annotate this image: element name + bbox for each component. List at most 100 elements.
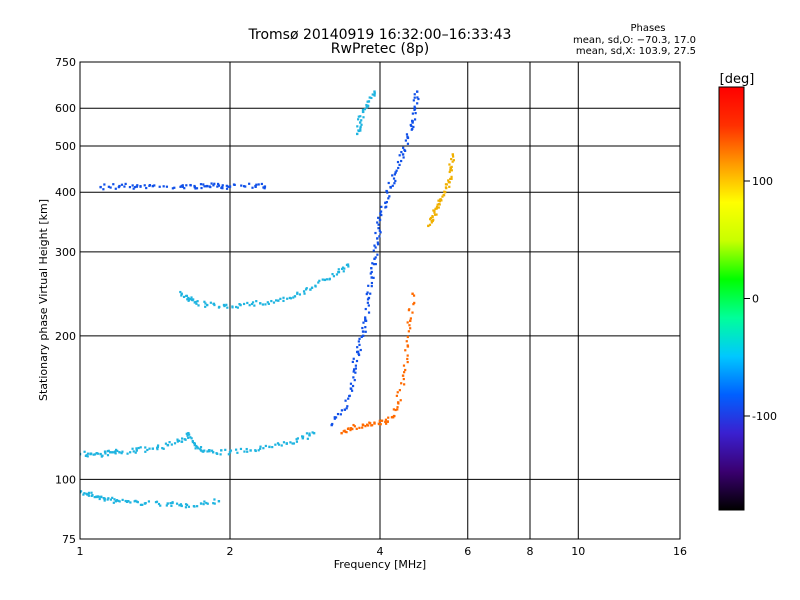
data-point [195,444,198,448]
colorbar [718,86,745,511]
data-point [186,298,189,301]
data-point [438,200,441,203]
data-point [95,452,98,455]
chart-subtitle: RwPretec (8p) [331,41,429,57]
data-point [97,495,100,498]
data-point [333,416,336,419]
data-point [166,502,169,505]
data-point [199,449,203,452]
data-point [220,186,223,190]
data-point [203,500,206,503]
data-point [366,301,369,304]
data-point [176,438,179,441]
data-point [373,90,376,93]
data-point [250,302,254,306]
data-point [376,237,379,240]
data-point [253,304,256,307]
data-point [364,316,367,319]
data-point [379,423,382,426]
data-point [271,445,274,449]
data-point [103,499,106,502]
data-point [211,451,215,454]
data-point [292,296,295,299]
data-point [206,502,209,505]
data-point [87,494,90,497]
data-point [412,303,415,306]
data-point [189,436,192,439]
data-point [351,360,354,363]
data-point [372,276,375,279]
data-point [185,294,188,297]
data-point [376,253,379,256]
data-point [295,438,298,441]
data-point [289,441,292,444]
data-point [165,185,169,188]
data-point [304,288,308,291]
data-point [243,450,246,453]
data-point [366,298,370,301]
data-point [190,298,193,301]
data-point [357,350,360,353]
x-tick-label: 4 [377,545,384,558]
data-point [137,446,140,450]
data-point [391,184,394,187]
x-tick-label: 6 [464,545,471,558]
data-point [135,447,138,450]
data-point [182,295,186,299]
data-point [148,447,151,450]
data-point [183,438,186,441]
data-point [354,367,358,370]
data-point [337,270,341,274]
data-point [450,177,453,180]
data-point [235,448,238,451]
data-point [352,368,356,371]
data-point [277,443,281,446]
data-point [236,306,239,309]
data-point [103,450,107,453]
data-point [244,185,247,188]
data-point [80,452,82,456]
data-point [364,307,367,311]
data-point [370,281,374,285]
data-point [406,354,409,357]
data-point [385,422,388,425]
data-point [309,288,312,291]
data-point [334,416,338,419]
data-point [111,496,114,499]
data-point [251,301,255,304]
data-point [118,451,121,454]
data-point [364,317,367,320]
data-point [134,499,137,502]
colorbar-ticks: 100 0 -100 [744,175,777,423]
data-point [378,419,381,422]
data-point [185,432,188,435]
data-point [352,423,355,427]
data-point [357,340,360,343]
data-point [264,444,267,448]
data-point [95,495,98,498]
data-point [400,159,403,163]
chart-title: Tromsø 20140919 16:32:00–16:33:43 [248,27,512,43]
data-point [203,185,206,188]
data-point [114,187,117,190]
data-point [276,442,280,445]
data-point [430,219,433,222]
data-point [246,301,249,305]
data-point [406,344,409,347]
data-point [343,267,346,270]
data-point [413,108,416,112]
colorbar-label: [deg] [720,72,755,87]
data-point [101,454,104,457]
data-point [109,451,112,454]
data-point [282,299,285,303]
data-point [210,182,213,185]
data-point [368,96,371,99]
data-point [245,447,248,451]
data-point [413,93,416,96]
data-point [184,506,188,509]
data-point [337,268,340,271]
data-point [384,201,387,205]
y-tick-label: 750 [55,56,76,69]
data-point [162,447,165,450]
data-point [240,184,243,187]
